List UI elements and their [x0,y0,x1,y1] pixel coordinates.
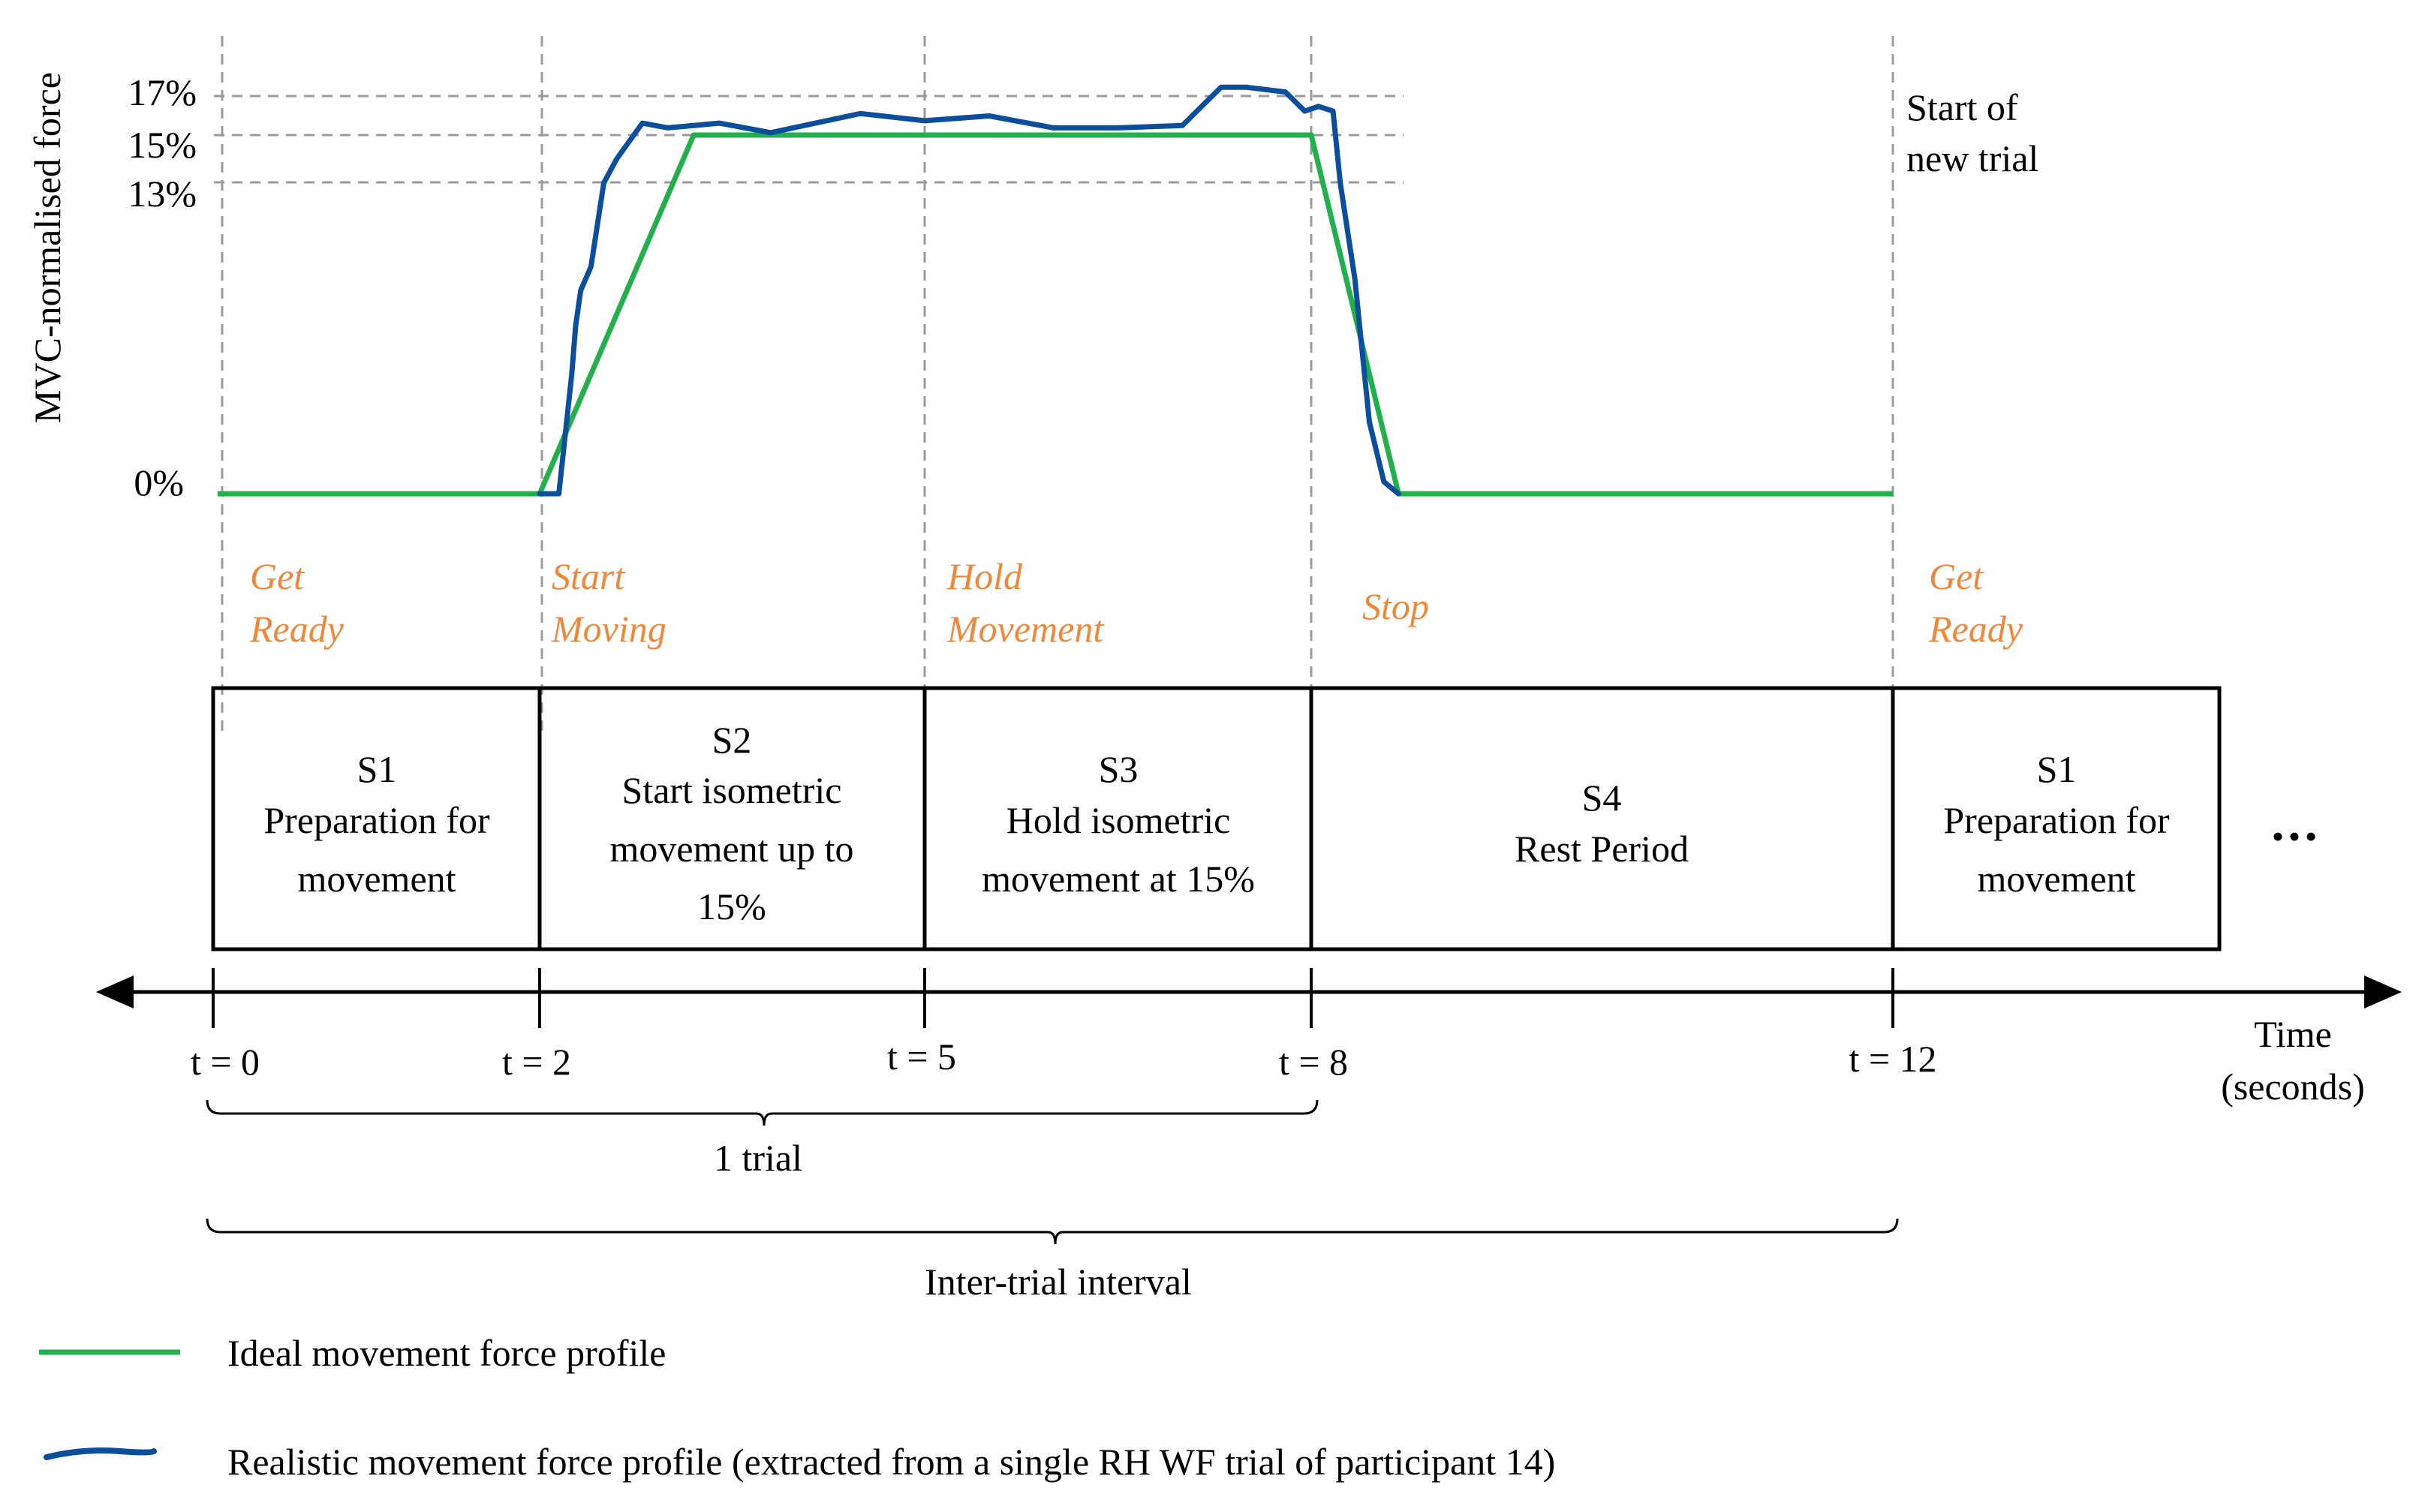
s1-next-desc-line2: movement [1977,858,2135,900]
state-box-s1-next [1891,686,2222,951]
s1-next-title: S1 [2037,748,2077,790]
s4-title: S4 [1582,777,1622,819]
s1-desc-line1: Preparation for [263,799,490,841]
time-axis-label-line1: Time [2254,1013,2332,1055]
time-label-t0: t = 0 [191,1041,260,1083]
s2-title: S2 [712,719,752,761]
legend-ideal-label: Ideal movement force profile [227,1332,666,1374]
s1-next-desc-line1: Preparation for [1943,799,2170,841]
time-axis-right-arrow [2364,975,2402,1009]
cue-get-ready-line2: Ready [249,608,344,650]
s2-desc-line3: 15% [697,885,766,927]
legend-realistic-label: Realistic movement force profile (extrac… [227,1441,1555,1483]
y-axis-label: MVC-normalised force [26,72,68,423]
brace-one-trial [206,1099,1319,1126]
cue-get-ready-2-line2: Ready [1928,608,2023,650]
brace-inter-trial-interval [206,1218,1899,1245]
s3-desc-line1: Hold isometric [1006,799,1231,841]
s1-desc-line2: movement [297,858,456,900]
time-label-t5: t = 5 [887,1036,956,1078]
y-tick-0: 0% [134,461,184,503]
ellipsis: ••• [2272,817,2321,855]
time-label-t2: t = 2 [502,1041,571,1083]
cue-get-ready-2-line1: Get [1929,555,1984,597]
new-trial-note-line2: new trial [1906,137,2038,179]
brace-inter-trial-label: Inter-trial interval [925,1261,1192,1303]
y-tick-13: 13% [128,173,197,215]
s3-title: S3 [1099,748,1139,790]
s2-desc-line2: movement up to [610,828,854,870]
s3-desc-line2: movement at 15% [982,858,1255,900]
realistic-force-line [537,84,1401,497]
time-label-t12: t = 12 [1849,1038,1936,1080]
s1-title: S1 [357,748,397,790]
cue-start-moving-line2: Moving [551,608,666,650]
time-axis-left-arrow [96,975,134,1009]
cue-start-moving-line1: Start [552,555,625,597]
y-tick-15: 15% [128,124,197,166]
s4-desc-line1: Rest Period [1515,828,1689,870]
state-box-s4 [1309,686,1895,951]
time-label-t8: t = 8 [1279,1041,1348,1083]
ideal-force-line [218,132,1893,497]
s2-desc-line1: Start isometric [622,769,842,811]
cue-hold-movement-line2: Movement [946,608,1104,650]
cue-hold-movement-line1: Hold [946,555,1023,597]
legend-realistic-swatch [44,1447,157,1460]
cue-get-ready-line1: Get [250,555,305,597]
y-tick-17: 17% [128,71,197,113]
new-trial-note-line1: Start of [1906,86,2018,128]
cue-stop: Stop [1362,585,1429,627]
brace-one-trial-label: 1 trial [714,1137,802,1179]
time-axis-label-line2: (seconds) [2221,1066,2365,1108]
